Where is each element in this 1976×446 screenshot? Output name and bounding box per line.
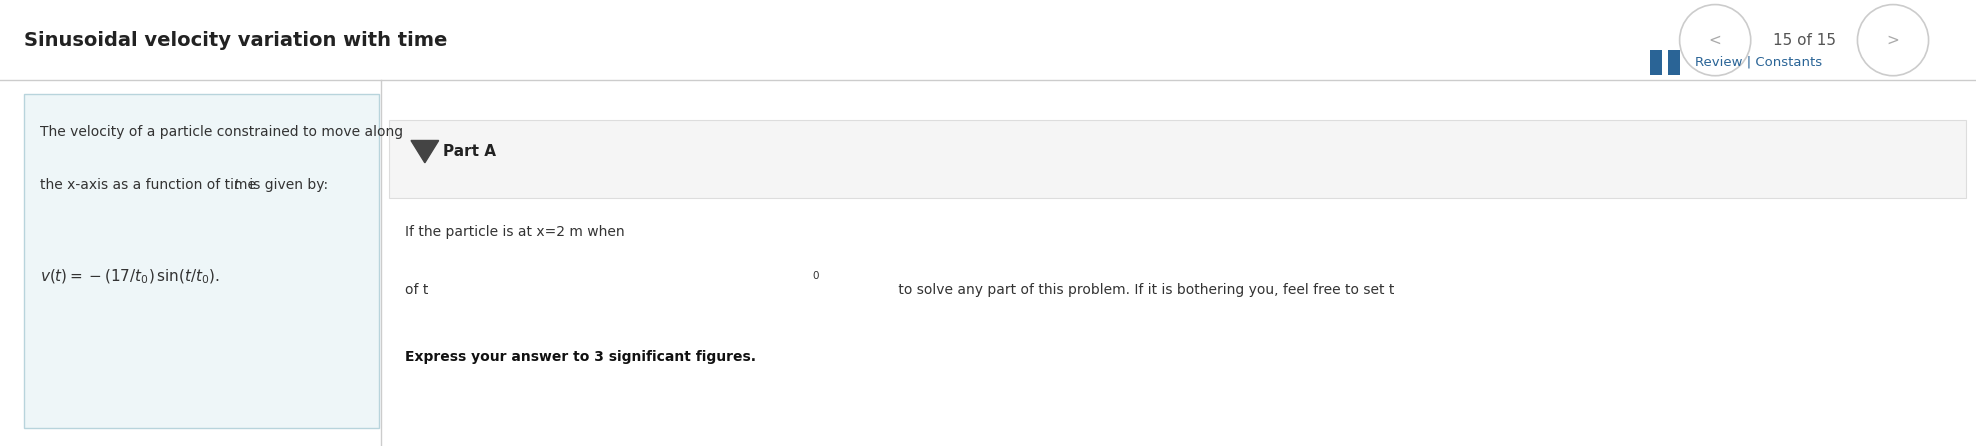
Text: the x-axis as a function of time: the x-axis as a function of time bbox=[40, 178, 261, 192]
Text: 15 of 15: 15 of 15 bbox=[1772, 33, 1836, 48]
Ellipse shape bbox=[1857, 4, 1929, 76]
Text: Express your answer to 3 significant figures.: Express your answer to 3 significant fig… bbox=[405, 350, 757, 364]
Text: If the particle is at x=2 m when: If the particle is at x=2 m when bbox=[405, 225, 628, 239]
Text: is given by:: is given by: bbox=[245, 178, 328, 192]
FancyBboxPatch shape bbox=[24, 94, 379, 428]
Text: >: > bbox=[1887, 33, 1899, 48]
Text: Part A: Part A bbox=[443, 144, 496, 159]
Text: of t: of t bbox=[405, 283, 429, 297]
Text: Review | Constants: Review | Constants bbox=[1695, 56, 1822, 69]
Text: $v(t) = -(17/t_0)\,\sin(t/t_0).$: $v(t) = -(17/t_0)\,\sin(t/t_0).$ bbox=[40, 268, 219, 286]
Polygon shape bbox=[411, 140, 439, 163]
FancyBboxPatch shape bbox=[389, 120, 1966, 198]
Text: <: < bbox=[1709, 33, 1721, 48]
Text: The velocity of a particle constrained to move along: The velocity of a particle constrained t… bbox=[40, 125, 403, 139]
Bar bbox=[1668, 50, 1680, 74]
Ellipse shape bbox=[1680, 4, 1751, 76]
Text: t: t bbox=[233, 178, 239, 192]
Text: Sinusoidal velocity variation with time: Sinusoidal velocity variation with time bbox=[24, 31, 447, 50]
Text: to solve any part of this problem. If it is bothering you, feel free to set t: to solve any part of this problem. If it… bbox=[893, 283, 1393, 297]
Bar bbox=[1650, 50, 1662, 74]
Text: 0: 0 bbox=[812, 271, 818, 281]
